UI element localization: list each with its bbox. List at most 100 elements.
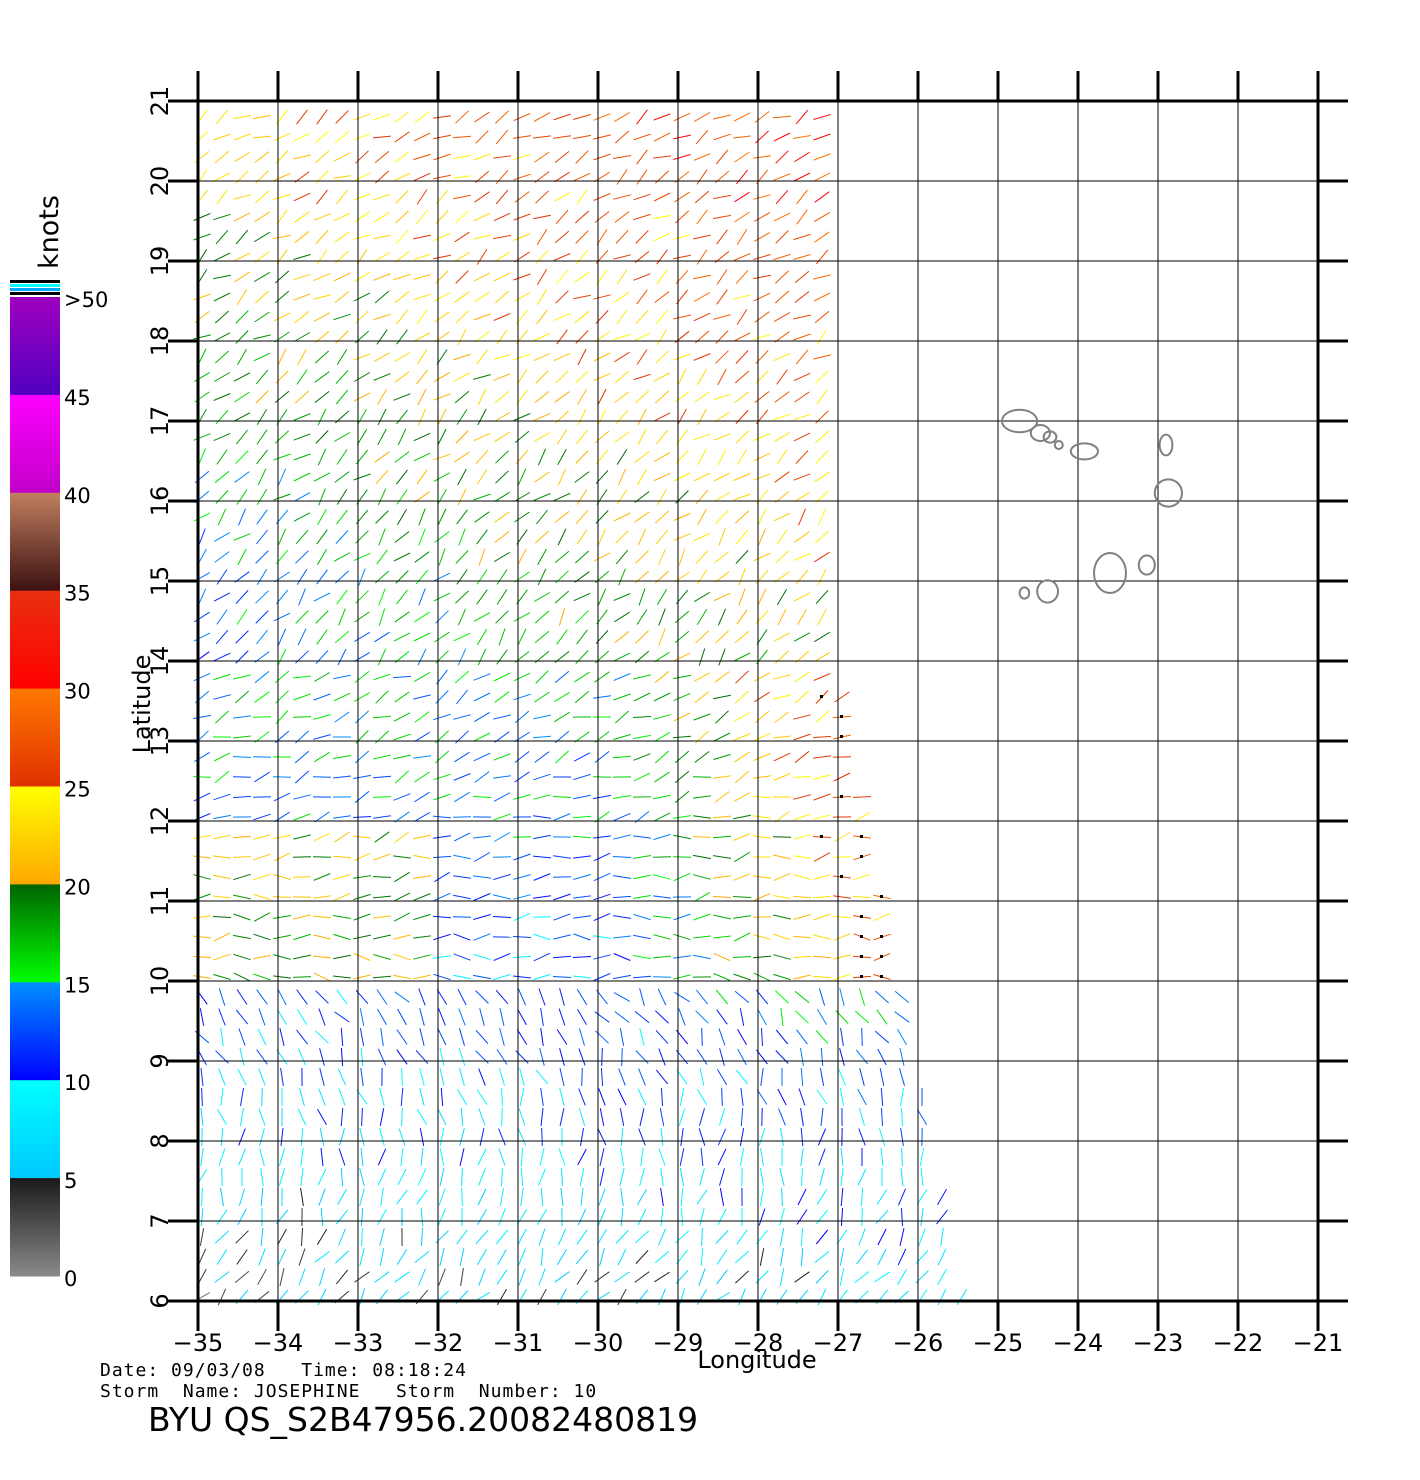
x-tick-label: −33 [333,1329,384,1357]
wind-vector [693,153,711,161]
wind-vector [658,608,666,626]
wind-vector [639,1028,645,1046]
wind-vector [753,972,771,982]
wind-vector [819,1168,825,1186]
wind-vector [313,832,331,842]
wind-vector [633,133,651,141]
wind-vector [456,1229,468,1245]
wind-vector [613,953,631,961]
wind-vector [396,589,408,605]
wind-vector [197,1248,207,1266]
wind-vector [360,1207,364,1227]
wind-vector [634,511,650,523]
wind-vector [495,989,509,1005]
wind-vector [795,109,809,125]
wind-vector [235,330,249,344]
wind-vector [353,852,371,862]
wind-vector [880,1148,884,1166]
wind-vector [293,453,311,461]
wind-vector [436,989,448,1005]
wind-vector [493,272,511,282]
wind-vector [293,794,311,800]
wind-vector [495,1229,509,1245]
wind-vector [701,1027,703,1047]
wind-vector [699,1208,705,1226]
wind-vector [840,1147,844,1167]
wind-vector [393,172,411,182]
wind-vector [733,932,751,942]
wind-vector [494,251,510,263]
wind-vector [273,792,291,802]
wind-vector [796,1029,808,1045]
wind-vector [513,975,531,979]
wind-vector [552,796,572,798]
wind-vector [253,954,271,960]
wind-vector [619,1108,625,1126]
wind-vector [680,1128,684,1146]
wind-vector [255,369,269,385]
wind-vector [674,571,690,583]
wind-vector [236,989,248,1005]
wind-vector [901,1107,903,1127]
wind-vector [717,608,727,626]
wind-vector [233,913,251,921]
wind-vector [257,468,267,486]
wind-vector [859,1068,865,1086]
wind-vector [519,1068,525,1086]
wind-vector [495,610,509,624]
wind-vector [234,471,250,483]
wind-vector [657,548,667,566]
high-speed-marker [860,835,863,838]
wind-vector [815,589,829,605]
wind-vector [193,792,211,802]
wind-vector [614,431,630,443]
wind-vector [353,473,371,481]
colorbar-stripe [10,280,60,283]
wind-vector [580,1128,584,1146]
wind-vector [192,955,212,959]
wind-vector [377,408,387,426]
wind-vector [413,253,431,261]
wind-vector [553,312,571,322]
wind-vector [579,1168,585,1186]
wind-vector [418,988,426,1006]
wind-vector [393,855,411,859]
wind-vector [193,433,211,441]
wind-vector [555,209,569,225]
wind-vector [419,1128,425,1146]
wind-vector [312,955,332,959]
colorbar-label: 35 [64,582,91,606]
wind-vector [239,1108,245,1126]
wind-vector [292,856,312,858]
wind-vector [213,133,231,141]
wind-vector [634,1271,650,1283]
wind-vector [394,871,410,883]
wind-vector [653,113,671,121]
wind-vector [653,692,671,702]
wind-vector [613,693,631,701]
wind-vector [334,711,350,723]
wind-vector [317,448,327,466]
wind-vector [573,915,591,919]
wind-vector [716,1009,728,1025]
wind-vector [493,873,511,881]
wind-vector [252,716,272,718]
wind-vector [439,1068,445,1086]
wind-vector [814,530,830,544]
wind-vector [775,990,789,1004]
wind-vector [613,254,631,260]
wind-vector [556,1249,568,1265]
wind-vector [393,352,411,362]
wind-vector [674,790,690,804]
wind-vector [439,1128,445,1146]
wind-vector [314,350,330,364]
wind-vector [901,1147,903,1167]
wind-vector [713,935,731,939]
wind-vector [732,956,752,958]
wind-vector [773,895,791,899]
date-time-line: Date: 09/03/08 Time: 08:18:24 [100,1360,467,1381]
wind-vector [616,489,628,505]
wind-vector [840,1207,844,1227]
wind-vector [236,1249,248,1265]
wind-vector [434,750,450,764]
